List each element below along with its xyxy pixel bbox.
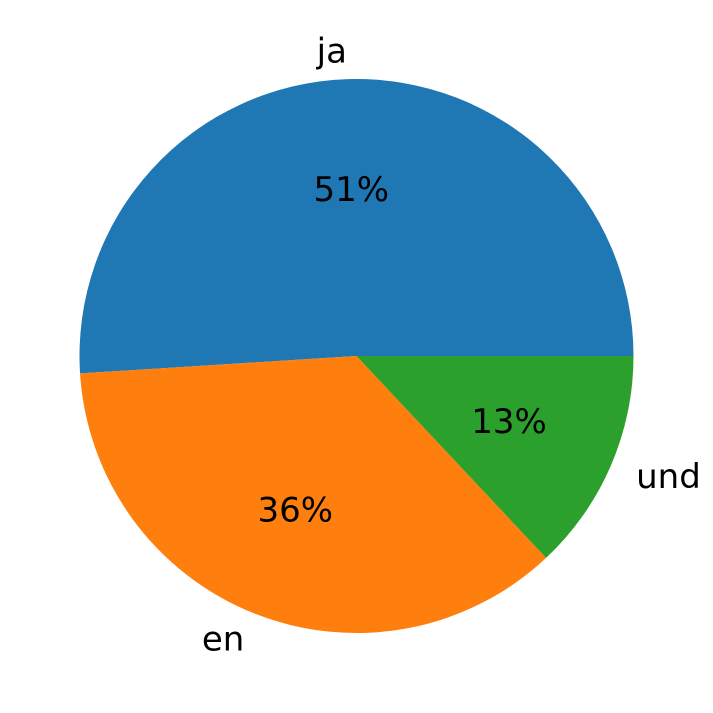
pie-value-label-en: 36% bbox=[258, 491, 334, 531]
pie-slices bbox=[79, 78, 634, 634]
pie-slice-en bbox=[80, 356, 547, 634]
pie-slice-und bbox=[356, 356, 634, 558]
pie-labels: 51% ja 36% en 13% und bbox=[202, 31, 701, 659]
pie-slice-ja bbox=[79, 78, 634, 374]
pie-value-label-und: 13% bbox=[471, 402, 547, 442]
pie-value-label-ja: 51% bbox=[313, 170, 389, 210]
pie-category-label-und: und bbox=[636, 457, 701, 497]
pie-category-label-en: en bbox=[202, 619, 244, 659]
pie-category-label-ja: ja bbox=[316, 31, 347, 71]
